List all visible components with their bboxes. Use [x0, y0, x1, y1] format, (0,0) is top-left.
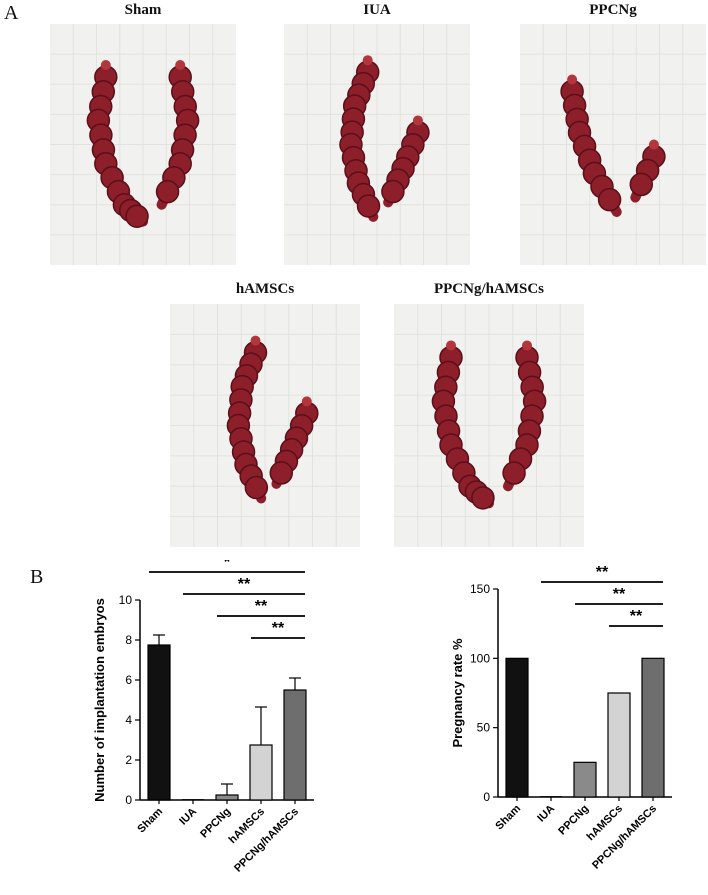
- embryo-sac: [381, 179, 405, 204]
- bar-hAMSCs: [249, 744, 273, 801]
- photo-title-ppcng: PPCNg: [589, 2, 637, 18]
- x-tick-label: Sham: [135, 805, 165, 835]
- ovary-tip: [250, 335, 261, 346]
- y-axis-label: Number of implantation embryos: [92, 598, 107, 802]
- significance-marker: **: [630, 608, 643, 625]
- embryo-sac: [471, 486, 495, 510]
- charts-panel-b: 0 2 4 6 8 10 Number of implantation embryos Sha…: [0, 560, 708, 895]
- y-axis-label: Pregnancy rate %: [450, 638, 465, 748]
- chart-1: 0 2 4 6 8 10 Number of implantation embryos Sha…: [92, 560, 314, 875]
- uterus-photo-iua: [284, 24, 470, 265]
- uterus-photo-ppcng: [520, 24, 706, 265]
- significance-marker: **: [613, 586, 626, 603]
- y-tick-label: 0: [483, 790, 490, 804]
- embryo-sac: [244, 475, 269, 500]
- y-tick-label: 6: [125, 673, 132, 687]
- ovary-tip: [648, 139, 659, 150]
- uterus-photo-hamscs: [170, 304, 360, 547]
- bar-Sham: [147, 644, 171, 801]
- embryo-sac: [125, 204, 149, 228]
- bar-Sham: [505, 657, 529, 798]
- x-tick-label: IUA: [535, 803, 557, 825]
- y-tick-label: 2: [125, 753, 132, 767]
- y-tick-label: 150: [470, 582, 490, 596]
- bar-IUA: [182, 799, 204, 800]
- ovary-tip: [522, 340, 532, 351]
- significance-marker: **: [238, 576, 251, 593]
- significance-marker: *: [224, 560, 231, 571]
- bar-PPCNg/hAMSCs: [283, 689, 307, 801]
- bar-charts: 0 2 4 6 8 10 Number of implantation embryos Sha…: [92, 560, 672, 875]
- bar-IUA: [540, 796, 562, 797]
- embryo-sac: [502, 461, 526, 485]
- x-tick-label: IUA: [177, 806, 199, 828]
- panel-label-a: A: [4, 2, 19, 24]
- embryo-sac: [597, 187, 622, 212]
- photo-title-combo: PPCNg/hAMSCs: [433, 281, 544, 297]
- photo-title-iua: IUA: [363, 2, 391, 18]
- ovary-tip: [175, 60, 186, 71]
- y-tick-label: 0: [125, 793, 132, 807]
- embryo-sac: [269, 461, 294, 485]
- uterus-photo-sham: [50, 24, 236, 265]
- x-tick-label: Sham: [493, 802, 523, 832]
- ovary-tip: [567, 74, 578, 85]
- significance-marker: **: [272, 620, 285, 637]
- x-tick-label: PPCNg/hAMSCs: [590, 803, 659, 872]
- bar-hAMSCs: [607, 692, 631, 798]
- y-tick-label: 4: [125, 713, 132, 727]
- bar-PPCNg/hAMSCs: [641, 657, 665, 798]
- y-tick-label: 100: [470, 651, 490, 665]
- embryo-sac: [629, 172, 654, 197]
- ovary-tip: [362, 55, 373, 66]
- y-tick-label: 10: [119, 593, 133, 607]
- significance-marker: **: [255, 598, 268, 615]
- ovary-tip: [412, 115, 423, 126]
- y-tick-label: 8: [125, 633, 132, 647]
- x-tick-label: PPCNg/hAMSCs: [232, 806, 301, 875]
- bar-PPCNg: [573, 761, 597, 798]
- significance-marker: **: [596, 564, 609, 581]
- y-tick-label: 50: [477, 721, 491, 735]
- panel-label-b: B: [30, 566, 44, 588]
- embryo-sac: [356, 194, 381, 218]
- bar-PPCNg: [215, 794, 239, 801]
- ovary-tip: [100, 60, 111, 71]
- embryo-sac: [155, 179, 180, 204]
- ovary-tip: [446, 340, 456, 351]
- uterus-photo-combo: [394, 304, 584, 547]
- photo-title-sham: Sham: [124, 2, 162, 18]
- photo-title-hamscs: hAMSCs: [235, 281, 295, 297]
- ovary-tip: [301, 396, 312, 407]
